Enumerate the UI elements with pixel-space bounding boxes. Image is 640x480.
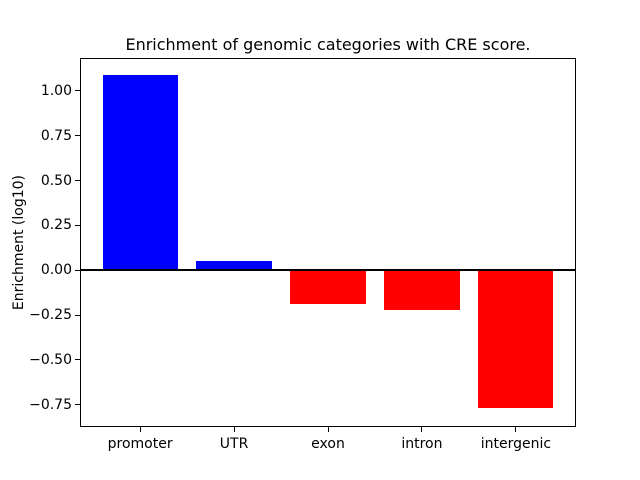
y-tick-mark (75, 404, 80, 406)
x-tick-label-intron: intron (401, 436, 443, 453)
x-tick-label-intergenic: intergenic (480, 436, 552, 453)
x-tick-label-exon: exon (311, 436, 345, 453)
x-tick-mark (139, 427, 141, 433)
bar-intergenic (478, 270, 554, 409)
y-axis-label-container: Enrichment (log10) (10, 58, 28, 428)
y-tick-label: 1.00 (40, 82, 72, 99)
bar-UTR (196, 261, 272, 271)
x-tick-label-UTR: UTR (219, 436, 249, 453)
y-tick-mark (75, 314, 80, 316)
bar-exon (290, 270, 366, 305)
y-tick-label: 0.50 (40, 172, 72, 189)
y-tick-label: −0.50 (29, 351, 72, 368)
y-tick-label: 0.75 (40, 127, 72, 144)
x-tick-mark (327, 427, 329, 433)
x-tick-mark (233, 427, 235, 433)
y-axis-label: Enrichment (log10) (11, 175, 27, 311)
y-tick-mark (75, 224, 80, 226)
bar-intron (384, 270, 460, 310)
y-tick-mark (75, 269, 80, 271)
y-tick-mark (75, 90, 80, 92)
bar-promoter (102, 74, 178, 271)
y-tick-label: −0.25 (29, 307, 72, 324)
chart-title: Enrichment of genomic categories with CR… (125, 35, 531, 54)
y-tick-mark (75, 135, 80, 137)
y-tick-mark (75, 180, 80, 181)
y-tick-label: −0.75 (29, 396, 72, 413)
x-tick-mark (421, 427, 423, 433)
x-tick-label-promoter: promoter (107, 436, 173, 453)
y-tick-label: 0.00 (40, 262, 72, 279)
y-tick-mark (75, 359, 80, 361)
zero-line (80, 269, 576, 272)
y-tick-label: 0.25 (40, 217, 72, 234)
x-tick-mark (515, 427, 517, 433)
